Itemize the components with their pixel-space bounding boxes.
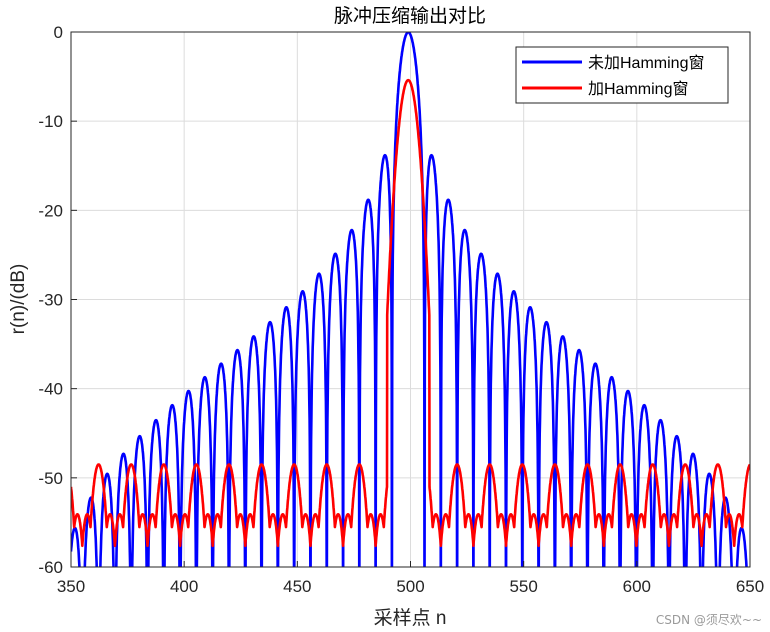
y-tick-label: -60 bbox=[38, 558, 63, 577]
watermark: CSDN @须尽欢~~ bbox=[655, 613, 762, 627]
x-tick-label: 400 bbox=[170, 577, 198, 596]
x-tick-label: 500 bbox=[396, 577, 424, 596]
y-tick-label: -30 bbox=[38, 291, 63, 310]
y-tick-label: -20 bbox=[38, 201, 63, 220]
series-line-hamming bbox=[71, 78, 750, 548]
series-line-no-window bbox=[71, 32, 748, 567]
chart-title: 脉冲压缩输出对比 bbox=[334, 5, 486, 27]
y-tick-label: -50 bbox=[38, 469, 63, 488]
x-tick-label: 650 bbox=[736, 577, 764, 596]
y-axis-title: r(n)/(dB) bbox=[8, 264, 29, 335]
y-tick-label: -10 bbox=[38, 112, 63, 131]
series-layer bbox=[71, 32, 750, 567]
x-tick-label: 600 bbox=[623, 577, 651, 596]
tick-layer: 350 400 450 500 550 600 650 0 -10 -20 -30 -40 -50 -60 bbox=[38, 23, 764, 596]
x-tick-label: 450 bbox=[283, 577, 311, 596]
legend-label-hamming: 加Hamming窗 bbox=[588, 80, 688, 98]
x-tick-label: 350 bbox=[57, 577, 85, 596]
y-tick-label: -40 bbox=[38, 380, 63, 399]
y-tick-label: 0 bbox=[54, 23, 63, 42]
legend: 未加Hamming窗 加Hamming窗 bbox=[515, 46, 729, 104]
x-tick-label: 550 bbox=[509, 577, 537, 596]
legend-box bbox=[515, 46, 729, 104]
x-axis-title: 采样点 n bbox=[374, 607, 447, 629]
legend-label-no-window: 未加Hamming窗 bbox=[588, 54, 704, 72]
